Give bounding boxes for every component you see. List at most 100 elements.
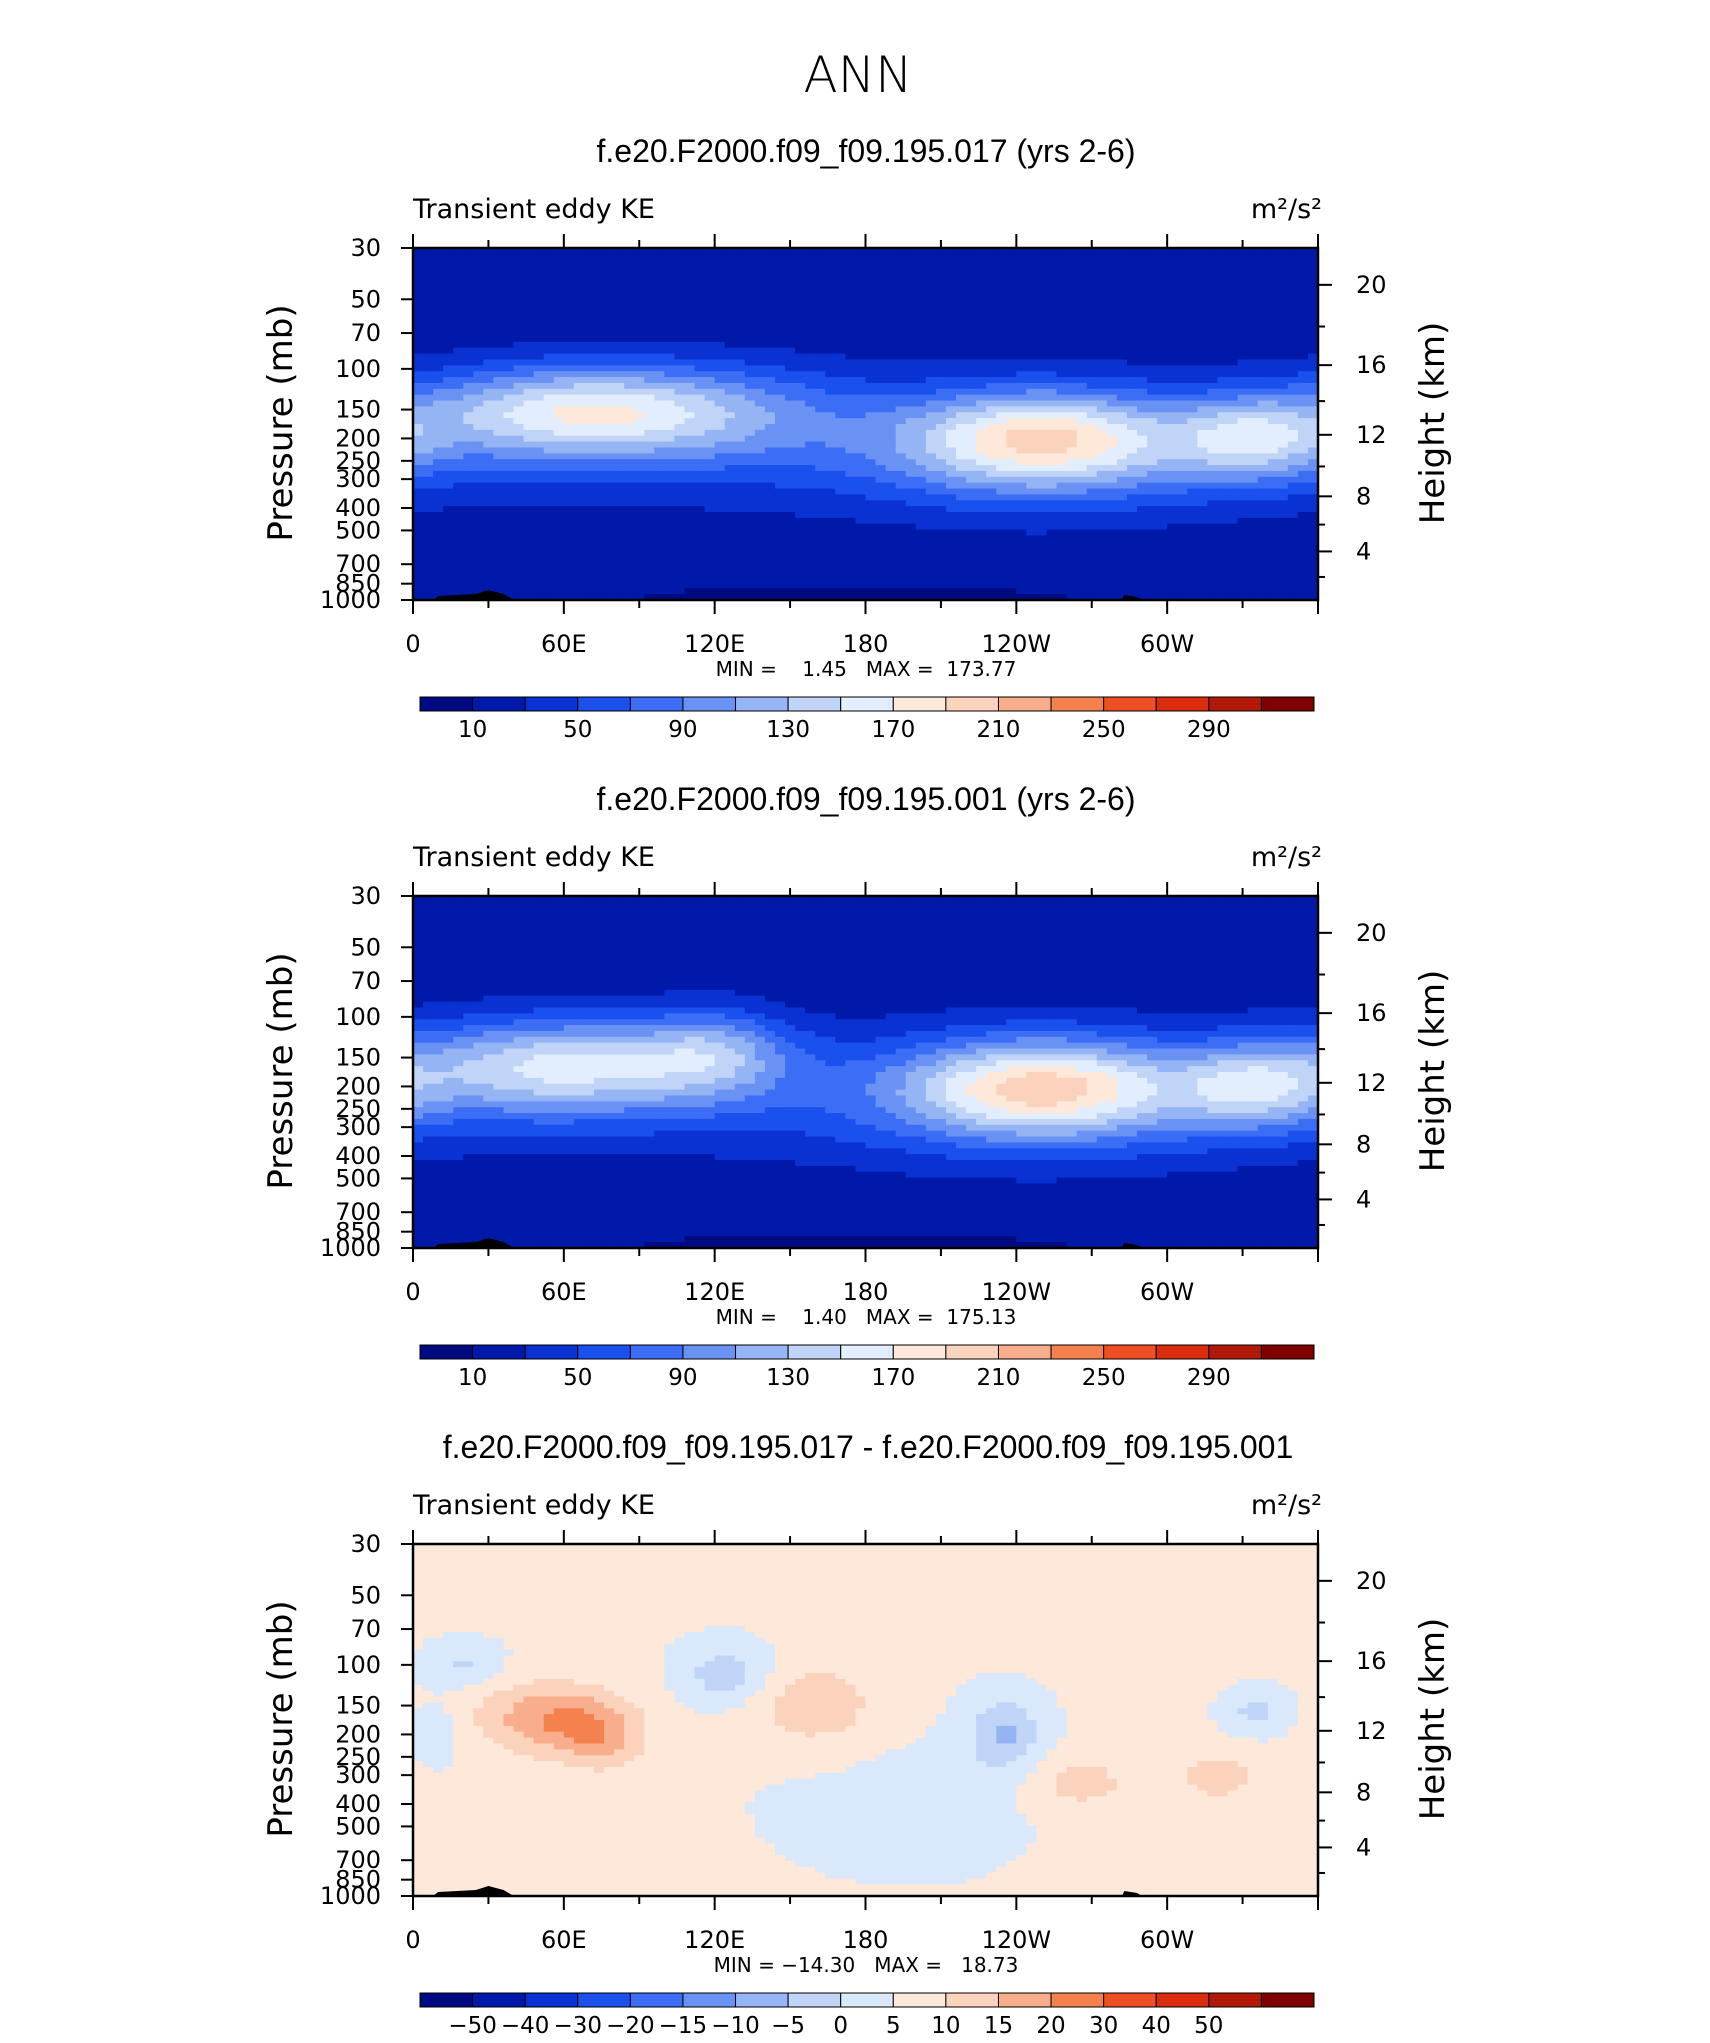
- heatmap-cell: [1076, 506, 1088, 513]
- heatmap-cell: [895, 547, 907, 554]
- heatmap-cell: [764, 412, 776, 419]
- heatmap-cell: [1217, 253, 1229, 261]
- heatmap-cell: [1116, 300, 1128, 308]
- heatmap-cell: [1287, 488, 1299, 495]
- heatmap-cell: [533, 441, 545, 449]
- heatmap-cell: [1177, 248, 1188, 255]
- heatmap-cell: [1046, 294, 1058, 302]
- heatmap-cell: [413, 353, 424, 361]
- heatmap-cell: [654, 500, 665, 507]
- heatmap-cell: [754, 535, 766, 542]
- heatmap-cell: [483, 265, 495, 273]
- heatmap-cell: [684, 435, 696, 443]
- heatmap-cell: [503, 289, 515, 296]
- heatmap-cell: [1227, 429, 1239, 437]
- heatmap-cell: [674, 294, 686, 302]
- heatmap-cell: [463, 347, 474, 355]
- heatmap-cell: [443, 512, 454, 519]
- heatmap-cell: [855, 412, 867, 419]
- heatmap-cell: [875, 253, 887, 261]
- heatmap-cell: [433, 347, 444, 355]
- heatmap-cell: [1147, 506, 1158, 513]
- heatmap-cell: [1106, 418, 1118, 425]
- heatmap-cell: [1056, 500, 1068, 507]
- heatmap-cell: [453, 553, 464, 560]
- heatmap-cell: [1247, 535, 1259, 542]
- heatmap-cell: [1036, 535, 1048, 542]
- heatmap-cell: [764, 259, 776, 267]
- heatmap-cell: [1297, 324, 1309, 331]
- heatmap-cell: [865, 500, 877, 507]
- heatmap-cell: [583, 418, 595, 425]
- heatmap-cell: [453, 424, 464, 431]
- heatmap-cell: [594, 277, 605, 284]
- heatmap-cell: [1307, 517, 1319, 525]
- heatmap-cell: [1207, 523, 1219, 531]
- heatmap-cell: [543, 500, 555, 507]
- heatmap-cell: [744, 564, 756, 572]
- heatmap-cell: [714, 412, 726, 419]
- heatmap-cell: [614, 564, 625, 572]
- heatmap-cell: [503, 341, 515, 349]
- heatmap-cell: [1177, 382, 1188, 390]
- heatmap-cell: [855, 324, 867, 331]
- heatmap-cell: [1267, 289, 1279, 296]
- heatmap-cell: [1126, 336, 1138, 343]
- heatmap-cell: [1157, 435, 1168, 443]
- heatmap-cell: [1257, 517, 1269, 525]
- heatmap-cell: [1157, 412, 1168, 419]
- heatmap-cell: [453, 488, 464, 495]
- heatmap-cell: [1277, 300, 1289, 308]
- heatmap-cell: [664, 347, 676, 355]
- heatmap-cell: [674, 336, 686, 343]
- heatmap-cell: [604, 382, 615, 390]
- heatmap-cell: [533, 529, 545, 537]
- heatmap-cell: [855, 289, 867, 296]
- heatmap-cell: [1267, 523, 1279, 531]
- heatmap-cell: [986, 330, 997, 337]
- heatmap-cell: [895, 535, 907, 542]
- heatmap-cell: [795, 294, 806, 302]
- heatmap-cell: [513, 365, 525, 372]
- heatmap-cell: [744, 330, 756, 337]
- heatmap-cell: [513, 429, 525, 437]
- heatmap-cell: [614, 476, 625, 484]
- heatmap-cell: [563, 253, 575, 261]
- heatmap-cell: [483, 541, 495, 548]
- heatmap-cell: [1126, 435, 1138, 443]
- heatmap-cell: [1076, 424, 1088, 431]
- heatmap-cell: [945, 283, 957, 290]
- heatmap-cell: [523, 517, 535, 525]
- heatmap-cell: [714, 535, 726, 542]
- heatmap-cell: [966, 476, 977, 484]
- heatmap-cell: [644, 277, 655, 284]
- heatmap-cell: [925, 318, 937, 325]
- heatmap-cell: [1187, 535, 1198, 542]
- heatmap-cell: [1197, 564, 1208, 572]
- heatmap-cell: [503, 441, 515, 449]
- heatmap-cell: [1247, 271, 1259, 278]
- heatmap-cell: [1086, 523, 1098, 531]
- heatmap-cell: [503, 553, 515, 560]
- heatmap-cell: [1137, 418, 1148, 425]
- heatmap-cell: [513, 406, 525, 413]
- heatmap-cell: [644, 447, 655, 454]
- heatmap-cell: [1267, 300, 1279, 308]
- heatmap-cell: [1056, 553, 1068, 560]
- heatmap-cell: [825, 541, 836, 548]
- heatmap-cell: [563, 336, 575, 343]
- heatmap-cell: [915, 265, 927, 273]
- heatmap-cell: [1056, 517, 1068, 525]
- heatmap-cell: [1016, 271, 1027, 278]
- heatmap-cell: [815, 330, 826, 337]
- heatmap-cell: [956, 459, 967, 466]
- heatmap-cell: [553, 277, 565, 284]
- heatmap-cell: [573, 294, 585, 302]
- heatmap-cell: [734, 500, 746, 507]
- heatmap-cell: [724, 359, 736, 366]
- heatmap-cell: [413, 265, 424, 273]
- heatmap-cell: [563, 453, 575, 460]
- heatmap-cell: [1147, 400, 1158, 407]
- heatmap-cell: [724, 377, 736, 384]
- heatmap-cell: [724, 535, 736, 542]
